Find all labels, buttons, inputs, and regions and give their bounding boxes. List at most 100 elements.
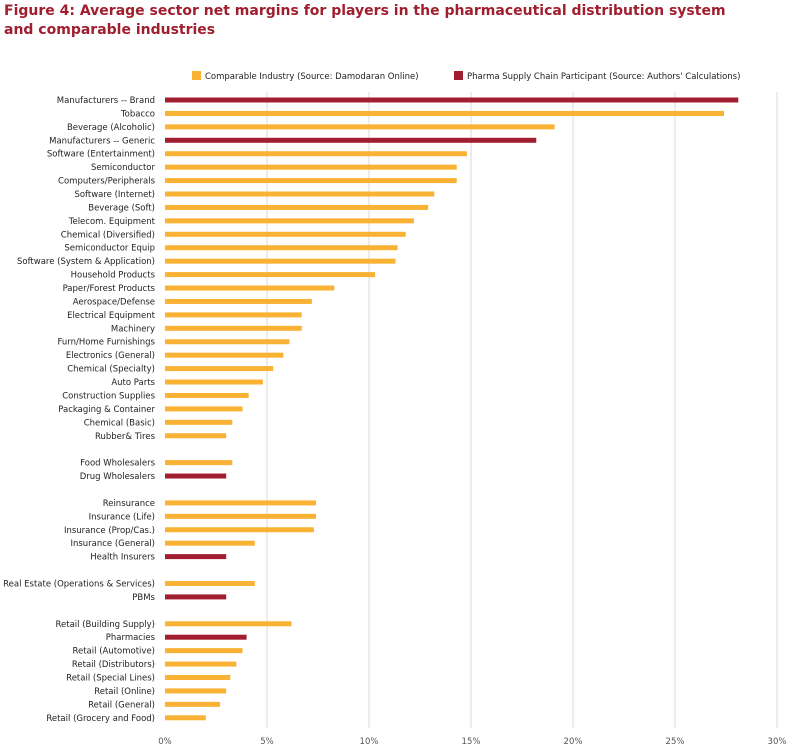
- bar-drug-wholesalers: [165, 473, 227, 479]
- bar-retail-general: [165, 701, 221, 707]
- bar-retail-online: [165, 688, 227, 694]
- category-label: Software (System & Application): [17, 257, 155, 267]
- bar-retail-automotive: [165, 648, 243, 654]
- legend-label-comparable: Comparable Industry (Source: Damodaran O…: [205, 72, 419, 82]
- bar-manufacturers-brand: [165, 97, 739, 103]
- bar-beverage-alcoholic: [165, 124, 555, 130]
- x-tick-label: 30%: [768, 737, 787, 747]
- x-tick-label: 25%: [666, 737, 685, 747]
- bar-chemical-basic: [165, 419, 233, 425]
- bar-furn-home-furnishings: [165, 339, 290, 345]
- category-label: Packaging & Container: [58, 405, 155, 415]
- category-label: Insurance (General): [70, 539, 155, 549]
- bar-insurance-life: [165, 513, 316, 519]
- category-label: Household Products: [71, 271, 156, 281]
- bar-semiconductor: [165, 164, 457, 170]
- category-label: Retail (Online): [94, 687, 155, 697]
- x-tick-label: 5%: [260, 737, 274, 747]
- bar-software-entertainment: [165, 151, 467, 157]
- category-label: Tobacco: [120, 109, 155, 119]
- category-label: Health Insurers: [90, 553, 155, 563]
- category-label: Beverage (Soft): [88, 203, 155, 213]
- category-labels: Manufacturers -- Brand Tobacco Beverage (A…: [3, 96, 156, 724]
- category-label: Auto Parts: [111, 378, 155, 388]
- bar-electrical-equipment: [165, 312, 302, 318]
- bars: [165, 97, 739, 721]
- bar-retail-distributors: [165, 661, 237, 667]
- category-label: Insurance (Prop/Cas.): [64, 526, 155, 536]
- legend: Comparable Industry (Source: Damodaran O…: [192, 71, 740, 82]
- category-label: Aerospace/Defense: [73, 297, 155, 307]
- bar-pbms: [165, 594, 227, 600]
- bar-retail-grocery-and-food: [165, 715, 206, 721]
- category-label: Rubber& Tires: [95, 432, 156, 442]
- x-tick-label: 15%: [462, 737, 481, 747]
- x-axis-ticks: 0% 5% 10% 15% 20% 25% 30%: [158, 737, 786, 747]
- category-label: Paper/Forest Products: [63, 284, 156, 294]
- bar-auto-parts: [165, 379, 263, 385]
- category-label: Retail (Distributors): [72, 660, 155, 670]
- category-label: Manufacturers -- Generic: [49, 136, 155, 146]
- bar-insurance-prop-cas: [165, 527, 314, 533]
- category-label: Retail (Building Supply): [55, 620, 155, 630]
- category-label: Furn/Home Furnishings: [57, 338, 155, 348]
- category-label: Machinery: [111, 324, 155, 334]
- category-label: Computers/Peripherals: [58, 177, 156, 187]
- category-label: Telecom. Equipment: [68, 217, 156, 227]
- category-label: Pharmacies: [106, 633, 156, 643]
- category-label: Food Wholesalers: [80, 459, 155, 469]
- chart-title: Figure 4: Average sector net margins for…: [4, 2, 764, 40]
- category-label: Insurance (Life): [89, 512, 155, 522]
- bar-real-estate-operations-services: [165, 580, 255, 586]
- category-label: Retail (Special Lines): [66, 673, 155, 683]
- bar-software-system-application: [165, 258, 396, 264]
- category-label: Beverage (Alcoholic): [67, 123, 155, 133]
- bar-packaging-container: [165, 406, 243, 412]
- category-label: PBMs: [132, 593, 155, 603]
- category-label: Semiconductor: [91, 163, 156, 173]
- chart-title-line-2: and comparable industries: [4, 22, 216, 38]
- category-label: Reinsurance: [103, 499, 155, 509]
- legend-label-pharma: Pharma Supply Chain Participant (Source:…: [467, 72, 740, 82]
- category-label: Manufacturers -- Brand: [57, 96, 155, 106]
- legend-swatch-comparable: [192, 71, 201, 80]
- bar-insurance-general: [165, 540, 255, 546]
- legend-swatch-pharma: [454, 71, 463, 80]
- bar-paper-forest-products: [165, 285, 335, 291]
- category-label: Retail (Automotive): [72, 647, 155, 657]
- category-label: Retail (General): [88, 700, 155, 710]
- category-label: Chemical (Basic): [84, 418, 155, 428]
- category-label: Retail (Grocery and Food): [46, 714, 155, 724]
- x-tick-label: 0%: [158, 737, 172, 747]
- chart-title-line-1: Figure 4: Average sector net margins for…: [4, 3, 726, 19]
- bar-electronics-general: [165, 352, 284, 358]
- bar-aerospace-defense: [165, 298, 312, 304]
- category-label: Chemical (Specialty): [67, 365, 155, 375]
- bar-computers-peripherals: [165, 178, 457, 184]
- bar-construction-supplies: [165, 392, 249, 398]
- bar-rubber-tires: [165, 433, 227, 439]
- bar-machinery: [165, 325, 302, 331]
- bar-tobacco: [165, 110, 724, 116]
- category-label: Software (Entertainment): [47, 150, 155, 160]
- bar-pharmacies: [165, 634, 247, 640]
- grid-lines: [266, 92, 778, 728]
- bar-household-products: [165, 272, 376, 278]
- bar-reinsurance: [165, 500, 316, 506]
- bar-chemical-diversified: [165, 231, 406, 237]
- bar-chemical-specialty: [165, 366, 274, 372]
- bar-manufacturers-generic: [165, 137, 537, 143]
- category-label: Electrical Equipment: [67, 311, 156, 321]
- category-label: Semiconductor Equip: [64, 244, 155, 254]
- category-label: Drug Wholesalers: [80, 472, 156, 482]
- bar-retail-special-lines: [165, 674, 231, 680]
- x-tick-label: 20%: [564, 737, 583, 747]
- category-label: Software (Internet): [74, 190, 155, 200]
- bar-semiconductor-equip: [165, 245, 398, 251]
- bar-food-wholesalers: [165, 460, 233, 466]
- bar-beverage-soft: [165, 204, 429, 210]
- category-label: Real Estate (Operations & Services): [3, 579, 155, 589]
- category-label: Chemical (Diversified): [61, 230, 155, 240]
- bar-health-insurers: [165, 554, 227, 560]
